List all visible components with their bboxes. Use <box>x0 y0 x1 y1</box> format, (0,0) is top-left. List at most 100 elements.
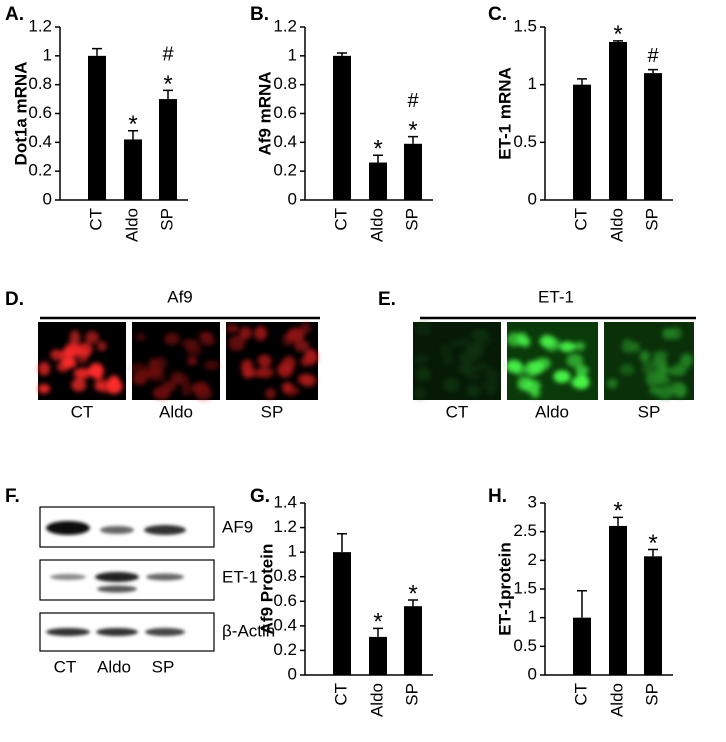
error-bar <box>373 627 383 637</box>
bar <box>644 73 662 200</box>
cell <box>621 338 633 354</box>
image-caption: SP <box>638 402 661 421</box>
y-tick-label: 2.5 <box>513 521 537 540</box>
panel-label: E. <box>378 289 396 310</box>
cell <box>105 378 123 394</box>
y-tick-label: 0.5 <box>513 636 537 655</box>
bar <box>609 525 627 675</box>
cell <box>512 364 526 376</box>
y-tick-label: 1 <box>528 74 537 93</box>
cell <box>191 381 210 396</box>
cell <box>442 356 454 365</box>
significance-marker: # <box>647 45 659 67</box>
cell <box>76 348 89 364</box>
cell <box>470 341 484 357</box>
blot-bands <box>46 521 186 636</box>
y-tick-label: 2 <box>528 550 537 569</box>
x-tick-label: CT <box>571 683 590 706</box>
error-bar <box>613 40 623 42</box>
cell <box>575 365 589 376</box>
cell <box>440 344 452 358</box>
y-tick-label: 0.2 <box>28 161 52 180</box>
blot-row-label: AF9 <box>222 517 253 536</box>
lane-label: CT <box>54 657 77 676</box>
y-tick-label: 0.6 <box>273 103 297 122</box>
bar <box>88 55 106 201</box>
y-tick-label: 0.8 <box>273 74 297 93</box>
x-tick-label: CT <box>571 208 590 231</box>
cell <box>530 361 545 375</box>
cell <box>250 368 268 378</box>
panel-label: B. <box>250 4 269 25</box>
panel-label: D. <box>5 289 24 310</box>
image-gap <box>224 322 226 400</box>
cells <box>505 332 590 399</box>
cells <box>225 322 319 400</box>
x-tick-label: Aldo <box>367 683 386 717</box>
panel-title: Af9 <box>167 287 193 306</box>
significance-marker: * <box>373 136 382 163</box>
y-tick-label: 0.6 <box>28 103 52 122</box>
cell <box>660 375 671 385</box>
cell <box>85 331 99 344</box>
cells <box>37 330 123 394</box>
cell <box>559 341 576 353</box>
cell <box>64 343 80 359</box>
cell <box>241 359 253 375</box>
cell <box>294 340 310 352</box>
cell <box>282 333 294 347</box>
y-tick-label: 0 <box>528 664 537 683</box>
error-bar <box>337 52 347 56</box>
lane-label: Aldo <box>97 657 131 676</box>
cell <box>181 381 192 397</box>
cell <box>37 383 51 394</box>
cell <box>50 349 63 361</box>
y-axis-label: Dot1a mRNA <box>11 62 30 166</box>
y-tick-label: 1.2 <box>28 16 52 35</box>
cell <box>135 332 147 342</box>
cell <box>129 363 148 373</box>
cell <box>657 361 669 378</box>
cell <box>539 334 555 348</box>
y-tick-label: 1.2 <box>273 16 297 35</box>
y-axis-label: ET-1 mRNA <box>495 67 514 160</box>
cell <box>662 328 675 340</box>
bar <box>333 552 351 675</box>
image-gap <box>602 322 604 400</box>
cell <box>89 362 104 379</box>
bar <box>159 99 177 200</box>
cell <box>152 386 171 400</box>
error-bar <box>648 68 658 74</box>
cell <box>170 370 183 385</box>
y-tick-label: 1.5 <box>513 16 537 35</box>
x-tick-label: Aldo <box>122 208 141 242</box>
significance-marker: * <box>163 71 172 98</box>
cell <box>653 350 669 359</box>
x-tick-label: CT <box>331 208 350 231</box>
error-bar <box>408 135 418 144</box>
cell <box>553 370 571 383</box>
cell <box>680 353 693 366</box>
cell <box>185 344 202 356</box>
bar <box>404 143 422 200</box>
x-tick-label: Aldo <box>367 208 386 242</box>
significance-marker: # <box>407 90 419 112</box>
y-tick-label: 0.8 <box>273 566 297 585</box>
x-tick-label: SP <box>157 208 176 231</box>
x-tick-label: Aldo <box>607 683 626 717</box>
cell <box>132 371 148 386</box>
cell <box>149 367 163 376</box>
cell <box>466 384 481 398</box>
error-bar <box>92 47 102 56</box>
y-tick-label: 0.4 <box>273 615 297 634</box>
x-tick-label: CT <box>86 208 105 231</box>
bar <box>404 606 422 675</box>
cell <box>642 361 658 376</box>
cell <box>450 338 461 348</box>
x-tick-label: SP <box>402 683 421 706</box>
error-bar <box>408 599 418 607</box>
cell <box>71 378 87 392</box>
bar <box>573 617 591 675</box>
cell <box>38 361 51 376</box>
cell <box>414 320 432 336</box>
